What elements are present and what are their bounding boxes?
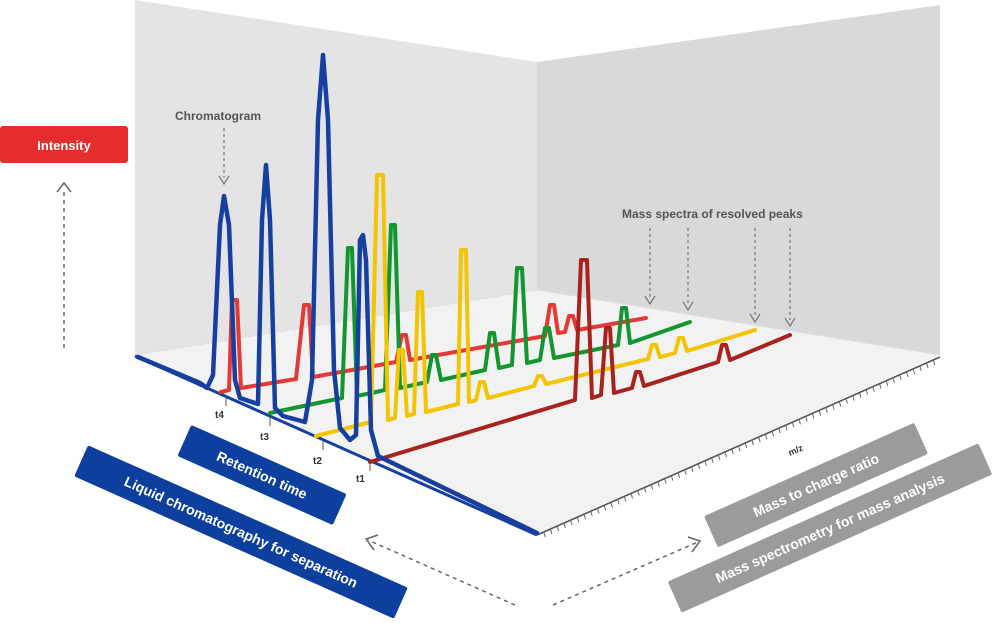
tick-label-t3: t3 [260, 432, 269, 443]
mz-axis-tick [932, 359, 936, 366]
mz-axis-tick [691, 466, 694, 472]
mz-axis-tick [758, 436, 761, 443]
lc-direction-arrow [367, 539, 516, 606]
mz-axis-tick [885, 380, 889, 386]
mz-axis-tick [630, 493, 634, 499]
mz-axis-tick [818, 410, 822, 416]
mz-axis-tick [610, 502, 613, 508]
mz-axis-tick [590, 511, 593, 517]
mz-axis-tick [657, 481, 660, 487]
mz-axis-tick [771, 431, 775, 437]
mz-axis-tick [865, 389, 869, 395]
mz-axis-tick [664, 478, 667, 484]
mz-axis-tick [926, 362, 929, 369]
mz-axis-tick [798, 419, 801, 425]
ms-direction-arrowhead [687, 536, 702, 553]
mz-axis-tick [872, 386, 875, 392]
mz-axis-ticks [543, 359, 936, 538]
mz-axis-tick [832, 404, 835, 410]
mz-axis-tick [543, 531, 546, 538]
tick-label-t2: t2 [313, 456, 322, 467]
mz-axis-tick [549, 528, 553, 535]
lc-direction-arrowhead [364, 534, 379, 551]
mz-axis-tick [845, 398, 848, 404]
chromatogram-trace [135, 52, 540, 536]
intensity-badge [0, 126, 128, 163]
mz-axis-tick [717, 454, 721, 461]
mz-axis-tick [785, 425, 788, 431]
mz-axis-tick [563, 522, 566, 529]
mz-axis-tick [697, 463, 701, 469]
mz-axis-tick [603, 505, 607, 511]
mz-axis-tick [650, 484, 654, 490]
mz-axis-tick [858, 392, 862, 398]
mz-axis-label: m/z [787, 442, 805, 457]
mz-axis-tick [596, 508, 600, 514]
mz-axis-tick [838, 401, 842, 407]
spectrum-red [219, 298, 648, 394]
floor-edge-right [536, 289, 941, 356]
spectrum-yellow [314, 173, 757, 438]
back-wall-left [135, 0, 537, 355]
mz-axis-tick [879, 383, 882, 389]
mz-axis-tick [751, 439, 754, 446]
mass-spectra-label: Mass spectra of resolved peaks [622, 207, 803, 221]
mz-axis-tick [778, 428, 781, 434]
mz-axis-tick [643, 487, 647, 493]
mz-axis-tick [677, 472, 681, 478]
chromatogram-pointer-arrowhead [218, 175, 230, 186]
mz-axis-tick [811, 413, 815, 419]
mz-axis-tick [912, 368, 916, 375]
mz-axis-tick [764, 433, 768, 440]
mz-axis-tick [704, 460, 707, 466]
floor-edge-left [134, 289, 538, 356]
spectrum-green [268, 223, 692, 415]
chromatogram-label: Chromatogram [175, 109, 261, 123]
mz-axis-tick [919, 365, 922, 372]
mz-axis-tick [892, 377, 895, 383]
mz-axis-tick [899, 374, 902, 380]
mz-axis-tick [791, 422, 795, 428]
mass-spectra-pointers [644, 228, 796, 328]
mz-axis-tick [583, 514, 586, 520]
mz-axis-tick [637, 490, 640, 496]
mz-axis-tick [684, 469, 687, 475]
ms-direction-arrow [552, 541, 699, 606]
tick-label-t4: t4 [215, 410, 224, 421]
mz-axis-tick [623, 496, 627, 502]
mz-axis-tick [570, 520, 573, 526]
mz-axis-tick [731, 448, 734, 455]
tick-label-t1: t1 [356, 474, 365, 485]
mz-axis-tick [738, 445, 741, 452]
mz-axis-tick [617, 499, 620, 505]
mz-axis-tick [825, 407, 828, 413]
intensity-arrowhead [56, 181, 72, 193]
back-wall-right [537, 5, 940, 355]
mz-axis-tick [576, 517, 580, 523]
mz-axis-tick [852, 395, 855, 401]
mz-axis-tick [744, 442, 748, 449]
intensity-label: Intensity [37, 138, 91, 153]
mz-axis-tick [556, 525, 560, 532]
mz-axis-tick [711, 457, 714, 464]
mz-axis-tick [805, 416, 808, 422]
spectrum-darkred [368, 258, 792, 464]
mz-axis-tick [670, 475, 674, 481]
time-axis-ticks [225, 396, 371, 471]
mz-axis-tick [724, 451, 728, 458]
mz-axis-tick [905, 371, 909, 377]
